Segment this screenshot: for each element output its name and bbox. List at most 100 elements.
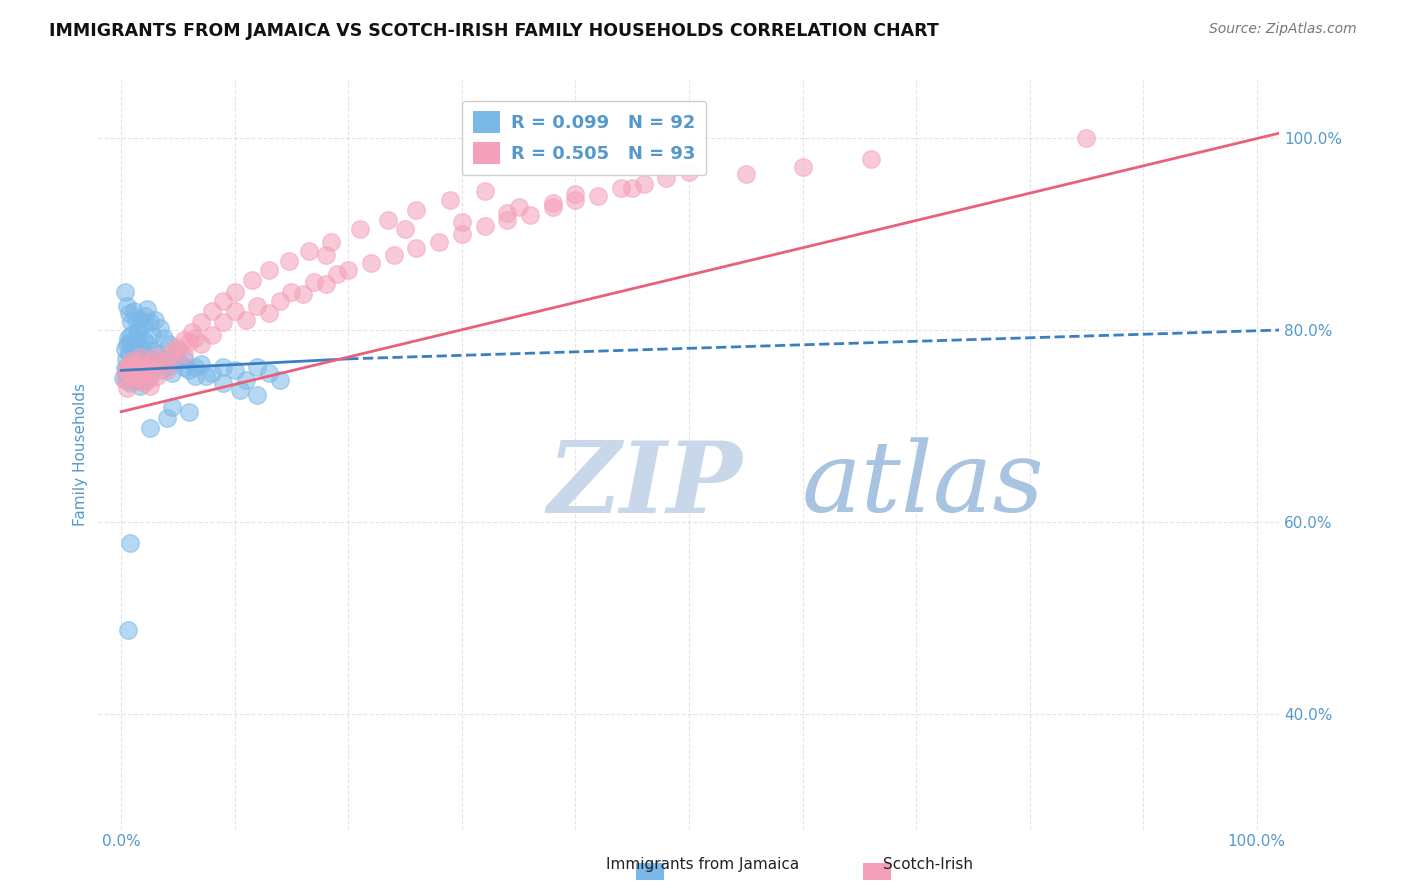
- Point: [149, 321, 172, 335]
- Point: [114, 361, 136, 376]
- Point: [115, 359, 138, 374]
- Point: [114, 285, 136, 299]
- Point: [257, 263, 280, 277]
- Point: [179, 363, 201, 377]
- Point: [201, 327, 224, 342]
- Point: [859, 152, 882, 166]
- Point: [136, 301, 159, 316]
- Point: [297, 244, 319, 259]
- Point: [179, 405, 201, 419]
- Point: [134, 357, 156, 371]
- Point: [655, 171, 678, 186]
- Point: [246, 299, 269, 313]
- Point: [153, 331, 176, 345]
- Point: [792, 160, 814, 174]
- Point: [132, 363, 155, 377]
- Point: [315, 277, 337, 291]
- Point: [138, 421, 160, 435]
- Point: [117, 623, 139, 637]
- Point: [114, 363, 136, 377]
- Point: [120, 353, 142, 368]
- Point: [129, 378, 152, 392]
- Point: [132, 376, 155, 390]
- Point: [132, 318, 155, 333]
- Point: [127, 363, 149, 377]
- Point: [405, 241, 427, 255]
- Point: [121, 369, 143, 384]
- Point: [586, 188, 609, 202]
- Point: [127, 359, 149, 374]
- Point: [138, 315, 160, 329]
- Point: [146, 369, 169, 384]
- Point: [179, 334, 201, 349]
- Point: [519, 208, 541, 222]
- Point: [360, 256, 382, 270]
- Point: [224, 363, 246, 377]
- Legend: R = 0.099   N = 92, R = 0.505   N = 93: R = 0.099 N = 92, R = 0.505 N = 93: [461, 101, 706, 176]
- Point: [541, 200, 564, 214]
- Point: [246, 388, 269, 402]
- Point: [115, 381, 138, 395]
- Point: [129, 311, 152, 326]
- Point: [132, 373, 155, 387]
- Point: [131, 353, 153, 368]
- Point: [337, 263, 360, 277]
- Point: [112, 371, 135, 385]
- Text: ZIP: ZIP: [547, 437, 742, 533]
- Point: [496, 206, 519, 220]
- Point: [240, 273, 263, 287]
- Point: [139, 353, 162, 368]
- Point: [149, 357, 172, 371]
- Point: [118, 347, 141, 361]
- Point: [142, 344, 165, 359]
- Point: [138, 337, 160, 351]
- Point: [564, 186, 586, 201]
- Point: [153, 351, 176, 366]
- Point: [150, 357, 173, 371]
- Point: [1076, 131, 1098, 145]
- Point: [165, 340, 187, 354]
- Point: [125, 357, 148, 371]
- Text: Immigrants from Jamaica: Immigrants from Jamaica: [606, 857, 800, 872]
- Point: [212, 294, 235, 309]
- Point: [496, 212, 519, 227]
- Point: [678, 164, 700, 178]
- Point: [115, 373, 138, 387]
- Point: [120, 334, 142, 349]
- Point: [122, 369, 145, 384]
- Point: [127, 325, 149, 339]
- Point: [118, 306, 141, 320]
- Point: [131, 344, 153, 359]
- Point: [135, 350, 157, 364]
- Point: [132, 333, 155, 347]
- Point: [224, 285, 246, 299]
- Point: [125, 313, 148, 327]
- Point: [141, 327, 163, 342]
- Point: [125, 373, 148, 387]
- Point: [121, 373, 143, 387]
- Point: [474, 184, 496, 198]
- Point: [405, 202, 427, 217]
- Point: [127, 369, 149, 384]
- Point: [235, 373, 257, 387]
- Point: [121, 369, 143, 384]
- Point: [120, 327, 142, 342]
- Point: [157, 347, 180, 361]
- Text: Source: ZipAtlas.com: Source: ZipAtlas.com: [1209, 22, 1357, 37]
- Point: [157, 337, 180, 351]
- Point: [143, 313, 166, 327]
- Point: [120, 536, 142, 550]
- Point: [121, 353, 143, 368]
- Point: [315, 248, 337, 262]
- Point: [162, 400, 183, 414]
- Point: [280, 285, 302, 299]
- Point: [134, 359, 156, 374]
- Point: [184, 369, 207, 384]
- Point: [115, 299, 138, 313]
- Point: [173, 333, 195, 347]
- Point: [212, 315, 235, 329]
- Point: [162, 366, 183, 380]
- Point: [143, 359, 166, 374]
- Text: atlas: atlas: [801, 437, 1043, 533]
- Point: [212, 376, 235, 390]
